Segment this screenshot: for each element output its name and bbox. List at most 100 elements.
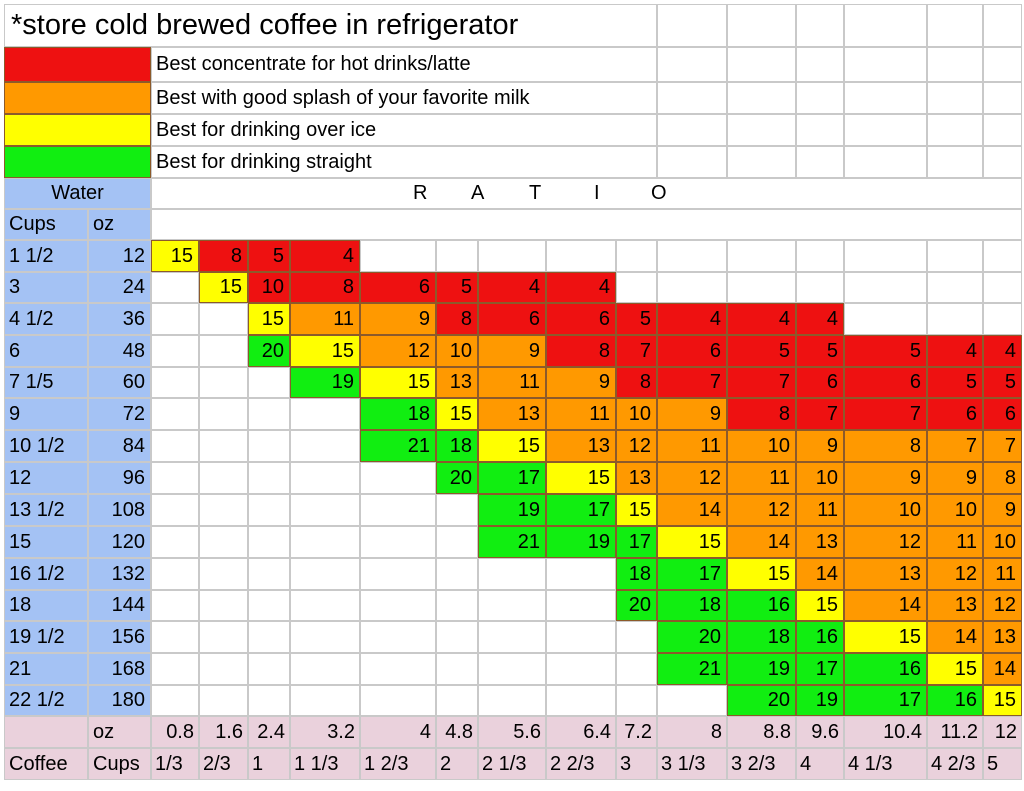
ratio-letter: T: [529, 182, 542, 204]
ratio-cell-red: 6: [657, 335, 727, 367]
empty-cell: [151, 494, 199, 526]
water-oz-cell: 48: [88, 335, 151, 367]
ratio-cell-orange: 13: [796, 526, 844, 558]
coffee-cups-cell: 1 1/3: [290, 748, 360, 780]
empty-cell: [248, 494, 290, 526]
ratio-cell-orange: 12: [927, 558, 983, 590]
ratio-cell-yellow: 15: [546, 462, 616, 494]
ratio-cell-orange: 10: [844, 494, 927, 526]
water-cups-cell: 3: [4, 272, 88, 303]
empty-cell: [657, 47, 727, 82]
empty-cell: [844, 47, 927, 82]
legend-swatch-green: [4, 146, 151, 178]
empty-cell: [248, 526, 290, 558]
coffee-cups-cell: 2 1/3: [478, 748, 546, 780]
empty-cell: [151, 398, 199, 430]
empty-cell: [248, 558, 290, 590]
ratio-cell-green: 19: [290, 367, 360, 398]
coffee-cups-cell: 2 2/3: [546, 748, 616, 780]
ratio-cell-green: 21: [360, 430, 436, 462]
empty-cell: [657, 272, 727, 303]
water-cups-cell: 15: [4, 526, 88, 558]
ratio-cell-red: 5: [844, 335, 927, 367]
empty-cell: [199, 303, 248, 335]
ratio-cell-red: 5: [436, 272, 478, 303]
coffee-cups-cell: 4 1/3: [844, 748, 927, 780]
ratio-cell-orange: 10: [796, 462, 844, 494]
ratio-cell-orange: 9: [657, 398, 727, 430]
ratio-cell-green: 20: [616, 590, 657, 621]
coffee-oz-cell: 7.2: [616, 716, 657, 748]
empty-cell: [290, 430, 360, 462]
ratio-cell-orange: 11: [727, 462, 796, 494]
empty-cell: [151, 272, 199, 303]
empty-cell: [436, 240, 478, 272]
ratio-cell-green: 21: [657, 653, 727, 685]
empty-cell: [727, 114, 796, 146]
ratio-cell-green: 21: [478, 526, 546, 558]
ratio-cell-green: 18: [727, 621, 796, 653]
ratio-cell-red: 5: [983, 367, 1022, 398]
ratio-cell-red: 7: [796, 398, 844, 430]
ratio-cell-yellow: 15: [796, 590, 844, 621]
empty-cell: [727, 146, 796, 178]
ratio-cell-green: 17: [478, 462, 546, 494]
water-oz-cell: 120: [88, 526, 151, 558]
legend-label: Best for drinking straight: [151, 146, 657, 178]
ratio-cell-orange: 13: [436, 367, 478, 398]
ratio-cell-green: 19: [796, 685, 844, 716]
ratio-cell-orange: 9: [546, 367, 616, 398]
ratio-cell-orange: 7: [927, 430, 983, 462]
empty-cell: [478, 590, 546, 621]
ratio-cell-red: 8: [616, 367, 657, 398]
empty-cell: [360, 558, 436, 590]
empty-cell: [844, 240, 927, 272]
empty-cell: [983, 146, 1022, 178]
ratio-cell-green: 20: [248, 335, 290, 367]
ratio-cell-red: 7: [616, 335, 657, 367]
empty-cell: [546, 590, 616, 621]
legend-swatch-red: [4, 47, 151, 82]
note-text: *store cold brewed coffee in refrigerato…: [4, 4, 657, 47]
empty-cell: [199, 590, 248, 621]
coffee-cups-cell: 5: [983, 748, 1022, 780]
coffee-cups-cell: 3 2/3: [727, 748, 796, 780]
coffee-oz-cell: 4: [360, 716, 436, 748]
ratio-cell-orange: 11: [657, 430, 727, 462]
ratio-cell-red: 6: [796, 367, 844, 398]
ratio-cell-red: 5: [616, 303, 657, 335]
empty-cell: [151, 430, 199, 462]
ratio-cell-red: 6: [844, 367, 927, 398]
water-cups-cell: 18: [4, 590, 88, 621]
ratio-cell-green: 16: [844, 653, 927, 685]
coffee-cups-header: Cups: [88, 748, 151, 780]
empty-cell: [290, 685, 360, 716]
ratio-cell-orange: 14: [657, 494, 727, 526]
empty-cell: [290, 590, 360, 621]
coffee-oz-cell: 12: [983, 716, 1022, 748]
empty-cell: [616, 653, 657, 685]
empty-cell: [151, 685, 199, 716]
empty-cell: [844, 82, 927, 114]
ratio-cell-orange: 12: [360, 335, 436, 367]
empty-cell: [290, 398, 360, 430]
coffee-cups-cell: 2/3: [199, 748, 248, 780]
ratio-cell-green: 17: [657, 558, 727, 590]
coffee-oz-cell: 11.2: [927, 716, 983, 748]
water-oz-cell: 168: [88, 653, 151, 685]
ratio-letter: I: [594, 182, 600, 204]
ratio-cell-red: 8: [436, 303, 478, 335]
coffee-cups-cell: 1 2/3: [360, 748, 436, 780]
ratio-cell-orange: 9: [796, 430, 844, 462]
empty-cell: [360, 240, 436, 272]
empty-cell: [199, 494, 248, 526]
ratio-cell-red: 4: [796, 303, 844, 335]
empty-cell: [199, 430, 248, 462]
empty-cell: [199, 558, 248, 590]
empty-cell: [796, 4, 844, 47]
empty-cell: [151, 335, 199, 367]
ratio-cell-orange: 13: [844, 558, 927, 590]
ratio-cell-red: 7: [727, 367, 796, 398]
empty-cell: [727, 82, 796, 114]
